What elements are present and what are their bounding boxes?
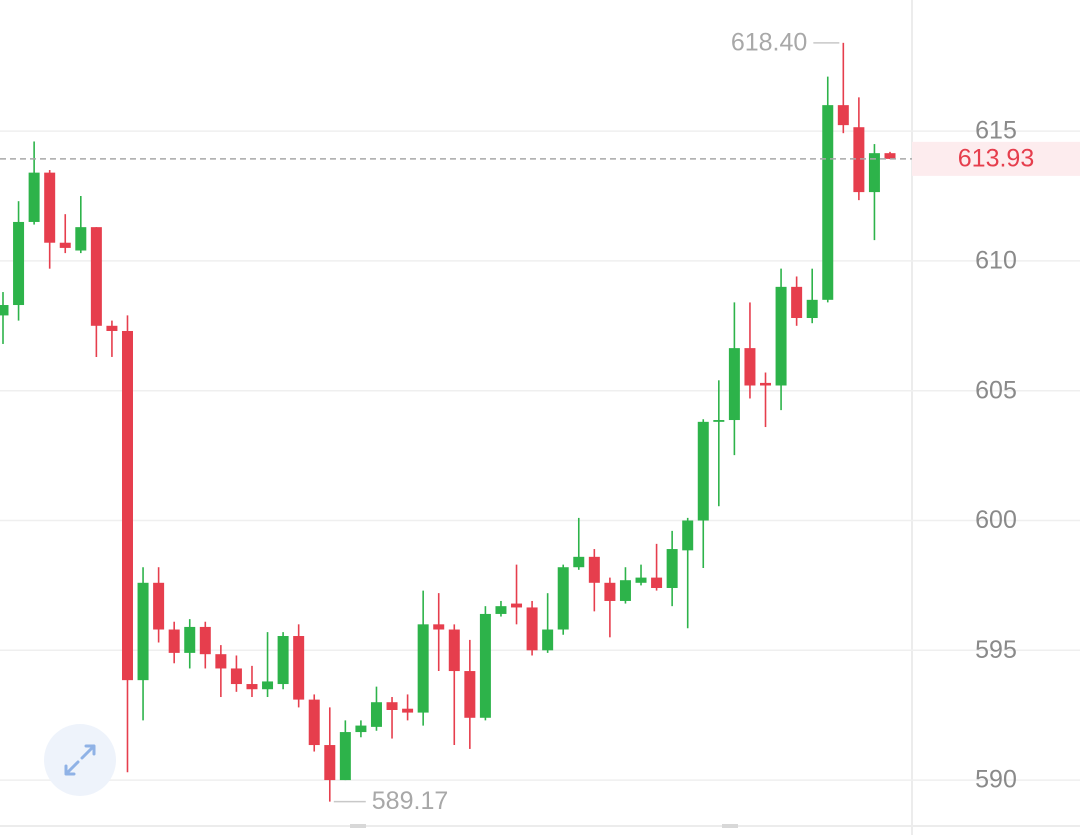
candle-body bbox=[13, 221, 25, 306]
expand-button[interactable] bbox=[44, 724, 116, 796]
candle-body bbox=[230, 668, 242, 685]
candle-body bbox=[0, 305, 9, 316]
candle-body bbox=[402, 708, 414, 713]
high-label: 618.40 bbox=[731, 28, 807, 56]
candle-body bbox=[184, 626, 196, 653]
candle-body bbox=[713, 420, 725, 422]
candle-body bbox=[588, 556, 600, 583]
expand-icon bbox=[64, 744, 96, 776]
candle-body bbox=[324, 745, 336, 781]
candle-body bbox=[806, 299, 818, 319]
candle-body bbox=[153, 582, 165, 630]
y-tick-label: 605 bbox=[975, 376, 1017, 404]
candle-body bbox=[557, 567, 569, 630]
candle-body bbox=[199, 626, 211, 655]
y-tick-label: 600 bbox=[975, 506, 1017, 534]
candle-body bbox=[121, 330, 133, 681]
candle-body bbox=[822, 105, 834, 300]
y-tick-label: 595 bbox=[975, 636, 1017, 664]
y-tick-label: 615 bbox=[975, 117, 1017, 145]
candle-body bbox=[293, 636, 305, 700]
y-tick-label: 610 bbox=[975, 247, 1017, 275]
candle-body bbox=[604, 582, 616, 601]
candle-body bbox=[90, 227, 102, 326]
candle-body bbox=[448, 629, 460, 672]
candle-body bbox=[868, 153, 880, 193]
candle-body bbox=[775, 286, 787, 386]
candle-body bbox=[417, 624, 429, 713]
candle-body bbox=[308, 699, 320, 746]
candle-body bbox=[28, 172, 40, 222]
candle-body bbox=[168, 629, 180, 653]
candle-body bbox=[697, 421, 709, 521]
candle-body bbox=[619, 580, 631, 601]
candle-body bbox=[215, 654, 227, 669]
candle-body bbox=[479, 613, 491, 718]
candle-body bbox=[682, 520, 694, 551]
candle-body bbox=[137, 582, 149, 681]
candle-body bbox=[651, 577, 663, 588]
candle-body bbox=[853, 127, 865, 193]
candle-body bbox=[542, 629, 554, 651]
candle-body bbox=[355, 725, 367, 733]
low-label: 589.17 bbox=[372, 787, 448, 815]
candle-body bbox=[495, 606, 507, 614]
candle-body bbox=[246, 684, 258, 690]
candle-body bbox=[277, 636, 289, 685]
candle-body bbox=[59, 242, 71, 248]
candle-body bbox=[573, 556, 585, 568]
candle-body bbox=[728, 348, 740, 421]
expand-button-bg bbox=[44, 724, 116, 796]
candle-body bbox=[106, 325, 118, 331]
candle-body bbox=[744, 348, 756, 386]
candle-body bbox=[791, 286, 803, 319]
candle-body bbox=[511, 603, 523, 608]
candle-body bbox=[837, 105, 849, 126]
candle-body bbox=[262, 681, 274, 690]
candle-body bbox=[75, 227, 87, 251]
last-price-bg bbox=[912, 141, 1080, 176]
candle-body bbox=[760, 382, 772, 386]
y-tick-label: 590 bbox=[975, 766, 1017, 794]
candle-body bbox=[884, 153, 896, 159]
candle-body bbox=[666, 549, 678, 588]
candle-body bbox=[635, 577, 647, 583]
candle-body bbox=[433, 624, 445, 630]
candle-body bbox=[464, 671, 476, 718]
candle-body bbox=[526, 607, 538, 651]
candle-body bbox=[370, 702, 382, 727]
last-price-label: 613.93 bbox=[958, 144, 1034, 172]
candle-body bbox=[386, 702, 398, 710]
candle-body bbox=[339, 732, 351, 781]
candle-body bbox=[44, 172, 56, 243]
